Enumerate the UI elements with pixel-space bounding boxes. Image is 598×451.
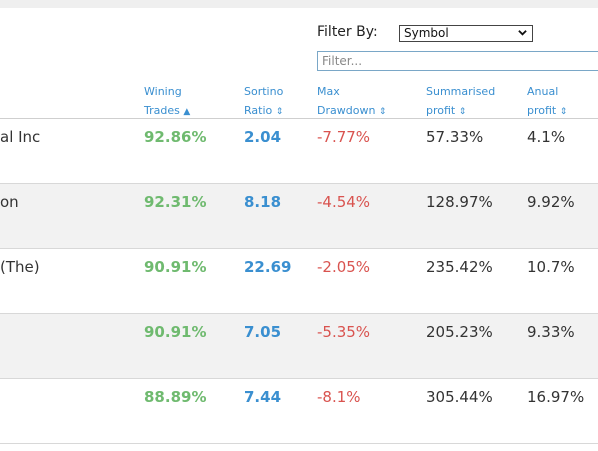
cell-name: on — [0, 193, 19, 211]
cell-summarised-profit: 305.44% — [426, 388, 493, 406]
row-divider — [0, 443, 598, 444]
cell-name: (The) — [0, 258, 40, 276]
table-row[interactable]: (The) 90.91% 22.69 -2.05% 235.42% 10.7% — [0, 249, 598, 314]
table-row[interactable]: 88.89% 7.44 -8.1% 305.44% 16.97% — [0, 379, 598, 444]
header-annual-profit[interactable]: Anual profit ⇕ — [527, 85, 568, 117]
header-winning-trades[interactable]: Wining Trades ▲ — [144, 85, 191, 117]
cell-sortino-ratio: 7.44 — [244, 388, 282, 406]
cell-sortino-ratio: 22.69 — [244, 258, 292, 276]
filter-by-select-value: Symbol — [404, 26, 449, 40]
cell-winning-trades: 90.91% — [144, 323, 207, 341]
chevron-down-icon — [518, 30, 527, 36]
cell-sortino-ratio: 7.05 — [244, 323, 282, 341]
filter-by-label: Filter By: — [317, 24, 378, 40]
header-divider — [0, 118, 598, 119]
row-divider — [0, 248, 598, 249]
cell-winning-trades: 92.86% — [144, 128, 207, 146]
sort-icon: ⇕ — [458, 107, 467, 117]
cell-max-drawdown: -5.35% — [317, 323, 371, 341]
cell-annual-profit: 9.92% — [527, 193, 575, 211]
header-sortino-ratio[interactable]: Sortino Ratio ⇕ — [244, 85, 284, 117]
sort-asc-icon: ▲ — [183, 107, 191, 117]
cell-summarised-profit: 128.97% — [426, 193, 493, 211]
header-summarised-profit[interactable]: Summarised profit ⇕ — [426, 85, 496, 117]
cell-winning-trades: 88.89% — [144, 388, 207, 406]
sort-icon: ⇕ — [275, 107, 284, 117]
filter-by-select[interactable]: Symbol — [399, 25, 533, 42]
cell-summarised-profit: 235.42% — [426, 258, 493, 276]
cell-summarised-profit: 57.33% — [426, 128, 484, 146]
cell-annual-profit: 4.1% — [527, 128, 566, 146]
cell-summarised-profit: 205.23% — [426, 323, 493, 341]
sort-icon: ⇕ — [378, 107, 387, 117]
row-divider — [0, 378, 598, 379]
table-row[interactable]: al Inc 92.86% 2.04 -7.77% 57.33% 4.1% — [0, 119, 598, 184]
cell-name: al Inc — [0, 128, 41, 146]
filter-input[interactable]: Filter... — [317, 51, 598, 71]
cell-max-drawdown: -2.05% — [317, 258, 371, 276]
cell-max-drawdown: -7.77% — [317, 128, 371, 146]
table-row[interactable]: 90.91% 7.05 -5.35% 205.23% 9.33% — [0, 314, 598, 379]
sort-icon: ⇕ — [559, 107, 568, 117]
cell-max-drawdown: -8.1% — [317, 388, 361, 406]
table-row[interactable]: on 92.31% 8.18 -4.54% 128.97% 9.92% — [0, 184, 598, 249]
row-divider — [0, 313, 598, 314]
cell-annual-profit: 10.7% — [527, 258, 575, 276]
cell-annual-profit: 9.33% — [527, 323, 575, 341]
cell-sortino-ratio: 2.04 — [244, 128, 282, 146]
cell-annual-profit: 16.97% — [527, 388, 585, 406]
row-divider — [0, 183, 598, 184]
cell-sortino-ratio: 8.18 — [244, 193, 282, 211]
cell-winning-trades: 92.31% — [144, 193, 207, 211]
cell-max-drawdown: -4.54% — [317, 193, 371, 211]
filter-input-placeholder: Filter... — [322, 54, 363, 68]
header-max-drawdown[interactable]: Max Drawdown ⇕ — [317, 85, 387, 117]
top-band — [0, 0, 598, 8]
cell-winning-trades: 90.91% — [144, 258, 207, 276]
